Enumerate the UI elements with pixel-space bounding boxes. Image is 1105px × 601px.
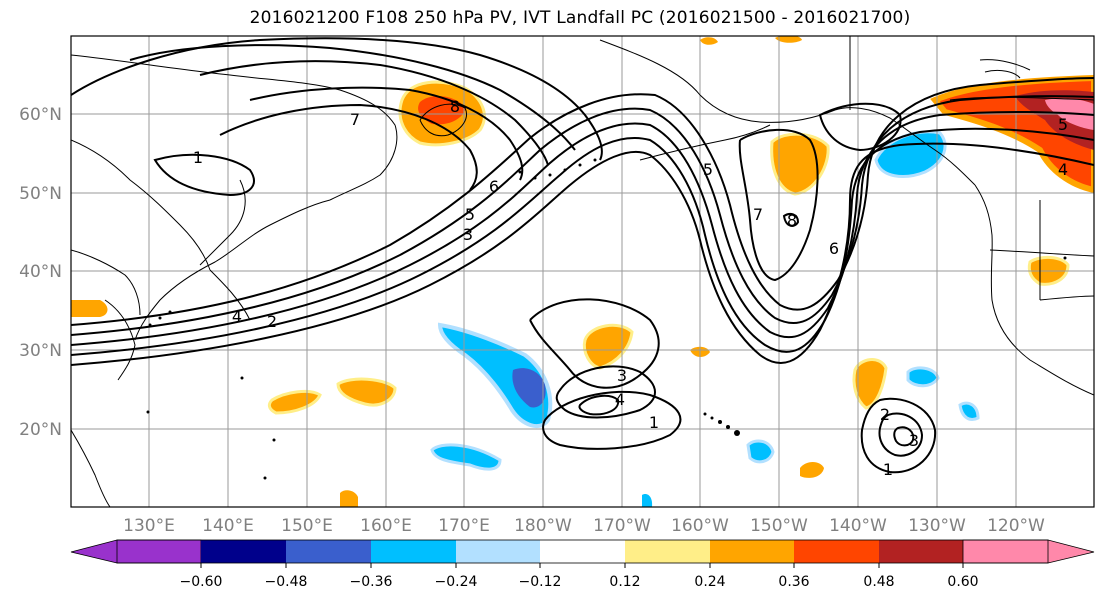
colorbar-swatch xyxy=(625,540,710,563)
pacific-islands xyxy=(146,158,1067,480)
colorbar: −0.60 −0.48 −0.36 −0.24 −0.12 0.12 0.24 … xyxy=(70,539,1095,590)
contour-label: 6 xyxy=(489,177,499,196)
lat-label: 20°N xyxy=(19,420,62,440)
lon-label: 160°W xyxy=(671,516,729,536)
colorbar-swatch xyxy=(371,540,456,563)
colorbar-swatch xyxy=(879,540,963,563)
strong-anomaly-kamchatka xyxy=(418,96,466,125)
contour-label: 4 xyxy=(232,307,242,326)
lat-label: 60°N xyxy=(19,105,62,125)
lon-label: 170°W xyxy=(593,516,651,536)
negative-anomaly-pnw xyxy=(874,130,947,178)
lon-label: 150°W xyxy=(750,516,808,536)
contour-label: 5 xyxy=(703,160,713,179)
colorbar-tick-label: 0.48 xyxy=(863,574,894,590)
colorbar-swatch xyxy=(540,540,625,563)
colorbar-tick-label: −0.60 xyxy=(180,574,223,590)
contour-label: 2 xyxy=(880,405,890,424)
contour-label: 3 xyxy=(617,366,627,385)
contour-label: 1 xyxy=(883,460,893,479)
colorbar-swatch xyxy=(201,540,286,563)
colorbar-swatch xyxy=(456,540,540,563)
colorbar-tick-label: −0.12 xyxy=(519,574,562,590)
map-title: 2016021200 F108 250 hPa PV, IVT Landfall… xyxy=(249,8,911,28)
lon-label: 150°E xyxy=(281,516,333,536)
lat-label: 50°N xyxy=(19,184,62,204)
contour-label: 8 xyxy=(450,97,460,116)
contour-label: 7 xyxy=(350,110,360,129)
contour-label: 2 xyxy=(267,312,277,331)
lon-label: 130°W xyxy=(908,516,966,536)
colorbar-tick-label: 0.60 xyxy=(947,574,978,590)
strong-negative-central-pacific xyxy=(512,368,546,408)
colorbar-swatch xyxy=(710,540,794,563)
map-frame xyxy=(70,35,1095,508)
latitude-labels: 60°N 50°N 40°N 30°N 20°N xyxy=(19,105,62,440)
contour-label: 4 xyxy=(615,390,625,409)
colorbar-low-extension xyxy=(70,539,202,564)
colorbar-high-extension xyxy=(962,539,1095,564)
colorbar-tick-label: −0.24 xyxy=(435,574,478,590)
colorbar-tick-label: 0.24 xyxy=(694,574,725,590)
contour-label: 7 xyxy=(753,205,763,224)
contour-label: 1 xyxy=(649,413,659,432)
lat-label: 40°N xyxy=(19,262,62,282)
lon-label: 130°E xyxy=(123,516,175,536)
colorbar-tick-label: −0.48 xyxy=(265,574,308,590)
lon-label: 140°W xyxy=(829,516,887,536)
contour-label: 1 xyxy=(193,148,203,167)
lon-label: 140°E xyxy=(202,516,254,536)
contour-label: 5 xyxy=(465,205,475,224)
colorbar-swatch xyxy=(286,540,371,563)
pv-contours xyxy=(71,37,1094,474)
contour-label: 8 xyxy=(787,211,797,230)
lon-label: 160°E xyxy=(360,516,412,536)
ivt-shading xyxy=(71,36,1094,507)
lat-label: 30°N xyxy=(19,341,62,361)
longitude-labels: 130°E 140°E 150°E 160°E 170°E 180°W 170°… xyxy=(123,516,1045,536)
contour-label: 5 xyxy=(1058,115,1068,134)
colorbar-tick-label: 0.12 xyxy=(609,574,640,590)
positive-anomaly-gulf xyxy=(770,132,830,196)
contour-label-group: 7 8 6 5 3 4 2 1 5 7 8 6 3 4 1 2 3 1 5 4 xyxy=(193,97,1068,479)
coastlines xyxy=(71,36,1094,507)
lon-label: 120°W xyxy=(987,516,1045,536)
colorbar-swatch xyxy=(794,540,879,563)
contour-label: 6 xyxy=(829,239,839,258)
lon-label: 170°E xyxy=(438,516,490,536)
contour-label: 4 xyxy=(1058,160,1068,179)
lon-label: 180°W xyxy=(514,516,572,536)
contour-label: 3 xyxy=(463,225,473,244)
colorbar-tick-label: 0.36 xyxy=(778,574,809,590)
colorbar-tick-label: −0.36 xyxy=(350,574,393,590)
contour-label: 3 xyxy=(909,431,919,450)
